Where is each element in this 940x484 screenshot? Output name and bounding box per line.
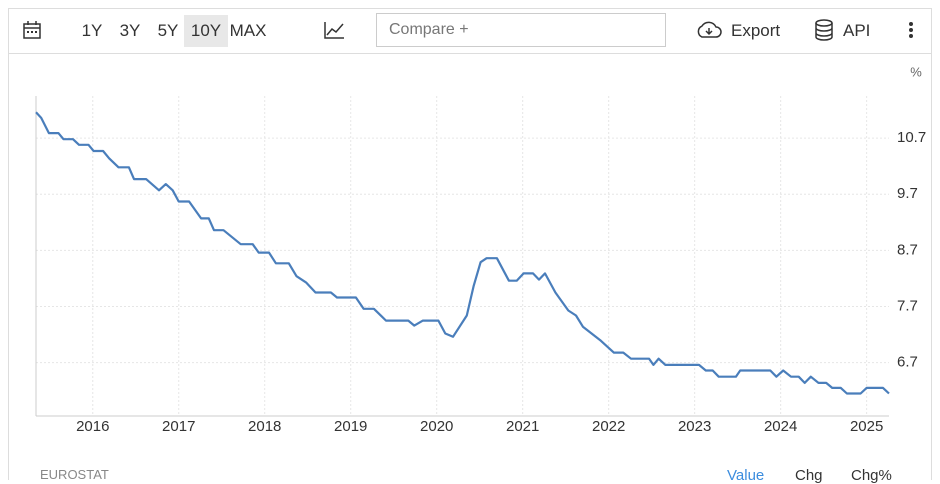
export-button[interactable]: Export — [731, 21, 781, 40]
menu-icon[interactable] — [907, 21, 915, 41]
calendar-icon[interactable] — [22, 20, 42, 40]
x-tick-label: 2017 — [162, 418, 195, 435]
view-tab[interactable]: Chg — [795, 467, 823, 484]
x-tick-label: 2019 — [334, 418, 367, 435]
chart-type-icon[interactable] — [323, 20, 345, 40]
x-tick-label: 2021 — [506, 418, 539, 435]
api-button[interactable]: API — [843, 21, 871, 40]
export-icon[interactable] — [695, 19, 723, 41]
x-tick-label: 2016 — [76, 418, 109, 435]
widget: % 6.7 7.7 8.7 9.7 10.7 2016 2017 2018 2019 2020 202… — [8, 8, 932, 484]
x-tick-label: 2020 — [420, 418, 453, 435]
y-tick-label: 7.7 — [897, 297, 918, 314]
range-button[interactable]: MAX — [229, 21, 267, 40]
range-button[interactable]: 5Y — [157, 21, 179, 40]
toolbar: 1Y 3Y 5Y 10Y MAX Compare + Export API — [9, 9, 931, 54]
view-tab[interactable]: Chg% — [851, 467, 892, 484]
source: EUROSTAT — [40, 467, 109, 482]
data-line — [35, 111, 890, 395]
x-tick-label: 2018 — [248, 418, 281, 435]
range-button[interactable]: 3Y — [119, 21, 141, 40]
x-tick-label: 2025 — [850, 418, 883, 435]
y-tick-label: 9.7 — [897, 185, 918, 202]
chart: % 6.7 7.7 8.7 9.7 10.7 2016 2017 2018 2019 2020 202… — [35, 64, 926, 435]
y-tick-label: 10.7 — [897, 129, 926, 146]
view-tab[interactable]: Value — [727, 467, 765, 484]
y-tick-label: 6.7 — [897, 354, 918, 371]
unit-label: % — [910, 64, 922, 79]
api-icon[interactable] — [814, 19, 834, 41]
x-tick-label: 2024 — [764, 418, 797, 435]
y-tick-label: 8.7 — [897, 241, 918, 258]
x-tick-label: 2022 — [592, 418, 625, 435]
range-button[interactable]: 1Y — [81, 21, 103, 40]
range-button[interactable]: 10Y — [184, 15, 228, 47]
compare-input[interactable]: Compare + — [376, 13, 666, 47]
x-tick-label: 2023 — [678, 418, 711, 435]
